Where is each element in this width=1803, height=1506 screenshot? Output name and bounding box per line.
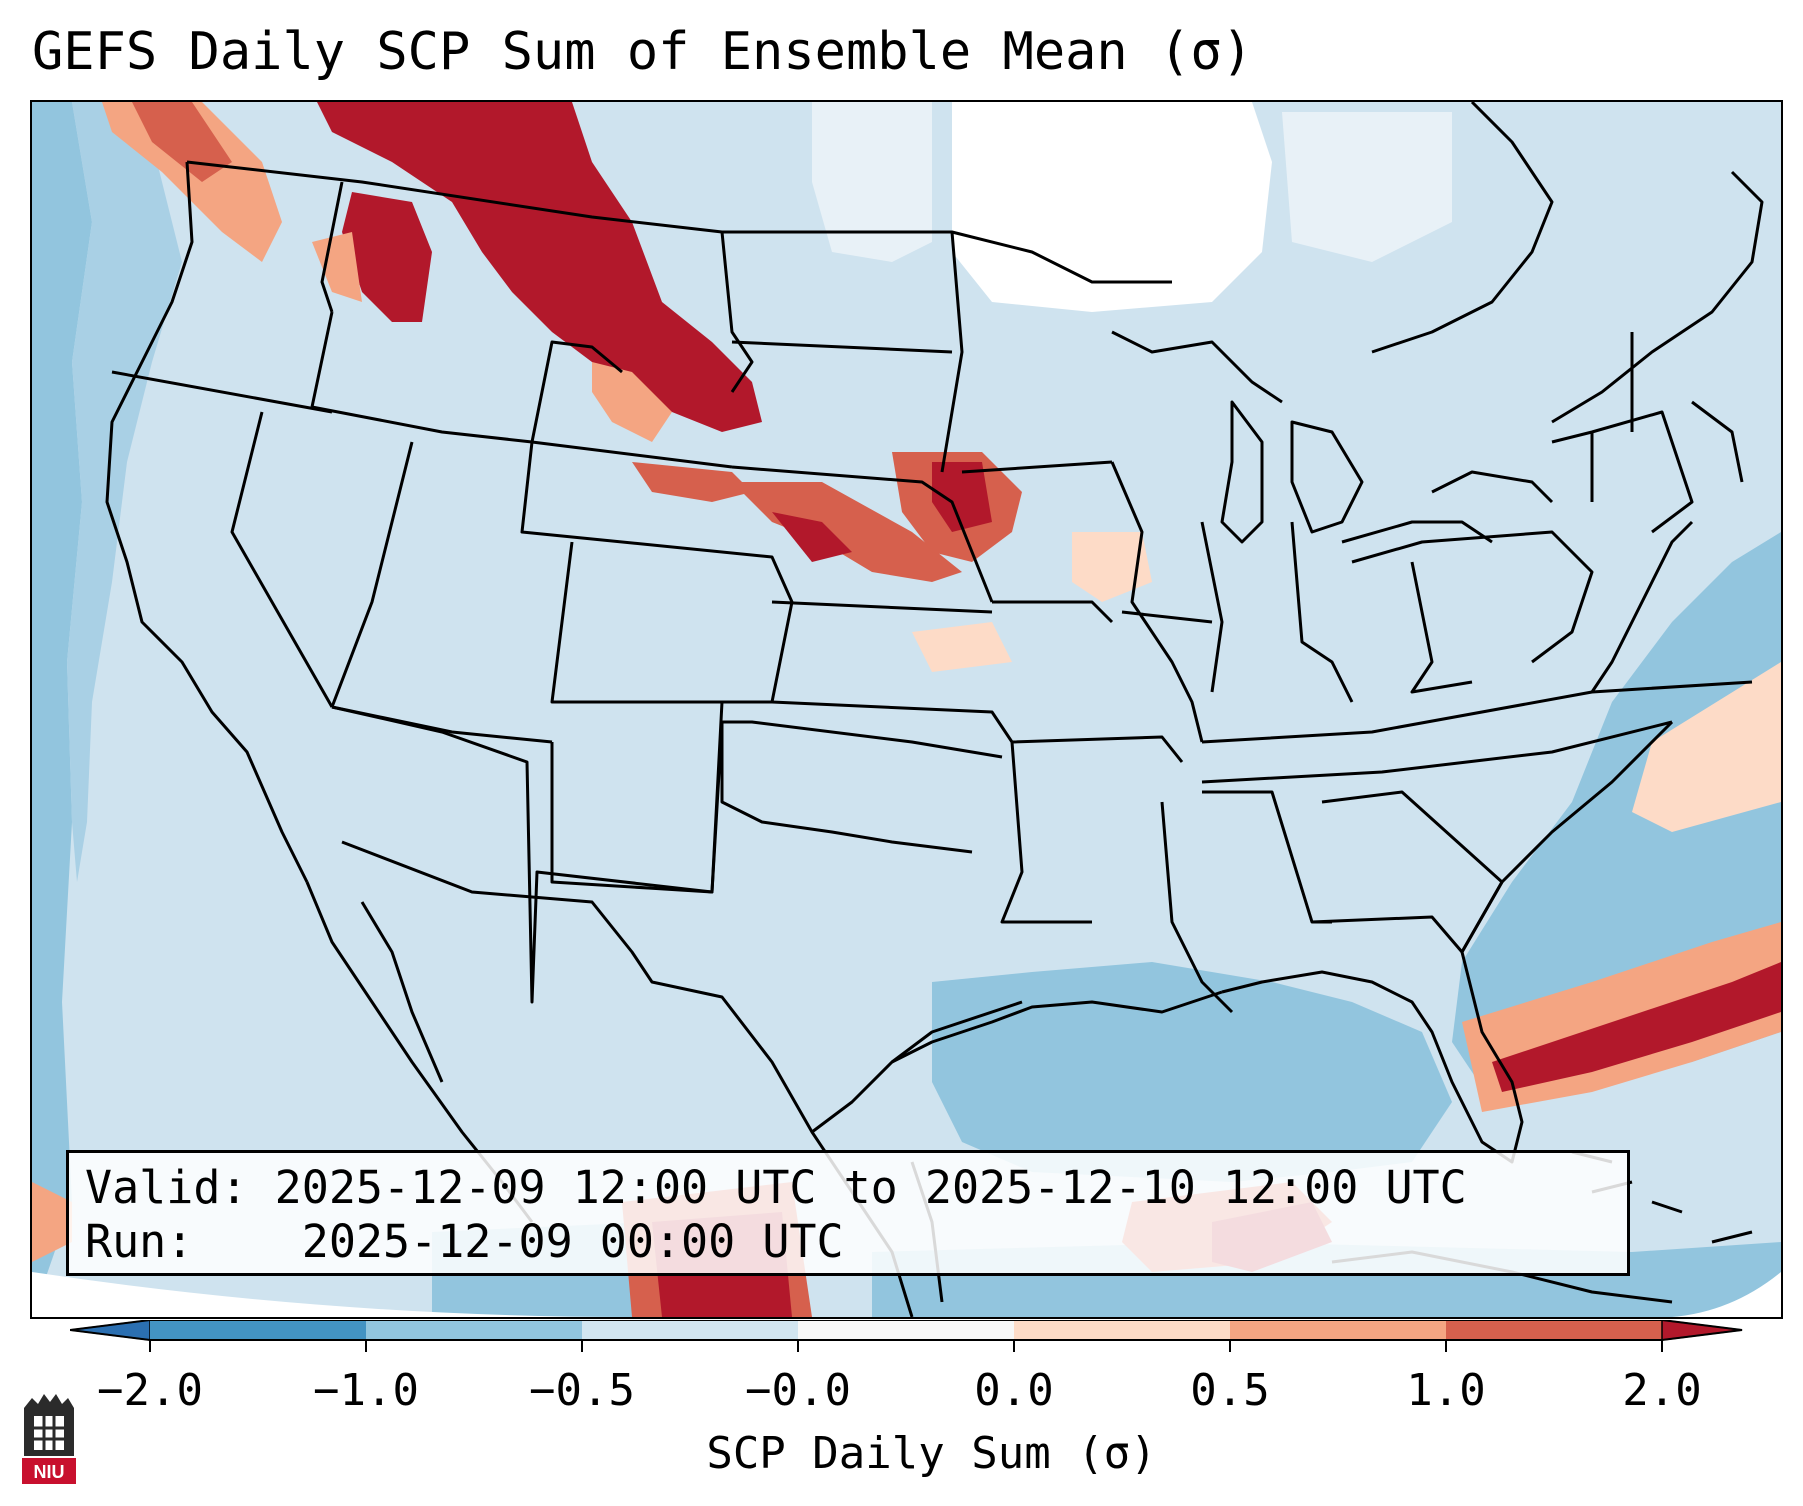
run-label: Run: [85,1215,194,1268]
tick-label: 0.5 [1190,1365,1270,1416]
valid-value: 2025-12-09 12:00 UTC to 2025-12-10 12:00… [274,1161,1467,1214]
tick-label: 2.0 [1622,1365,1702,1416]
colorbar-seg-0-0 [798,1320,1014,1340]
valid-run-box: Valid: 2025-12-09 12:00 UTC to 2025-12-1… [66,1150,1630,1276]
tick-label: −0.5 [529,1365,635,1416]
map-panel [30,100,1783,1319]
colorbar-seg-m2-m1 [150,1320,366,1340]
colorbar [70,1320,1743,1352]
tick-label: −1.0 [313,1365,419,1416]
colorbar-extend-high [1661,1320,1743,1341]
tick-label: 0.0 [974,1365,1054,1416]
colorbar-seg-0-05 [1014,1320,1230,1340]
colorbar-extend-low [70,1320,151,1341]
logo-text: NIU [34,1462,65,1482]
valid-line: Valid: 2025-12-09 12:00 UTC to 2025-12-1… [85,1161,1467,1214]
colorbar-label: SCP Daily Sum (σ) [706,1428,1157,1479]
run-line: Run: 2025-12-09 00:00 UTC [85,1215,844,1268]
run-value: 2025-12-09 00:00 UTC [301,1215,844,1268]
tick-label: 1.0 [1406,1365,1486,1416]
tick-label: −2.0 [97,1365,203,1416]
colorbar-seg-05-1 [1230,1320,1446,1340]
colorbar-seg-1-2 [1446,1320,1662,1340]
colorbar-seg-m05-0 [582,1320,798,1340]
colorbar-seg-m1-m05 [366,1320,582,1340]
valid-label: Valid: [85,1161,248,1214]
tick-label: −0.0 [745,1365,851,1416]
colorbar-ticks [149,1340,1663,1352]
chart-title: GEFS Daily SCP Sum of Ensemble Mean (σ) [32,22,1253,82]
niu-logo: NIU [22,1394,76,1484]
map-canvas [32,102,1781,1317]
